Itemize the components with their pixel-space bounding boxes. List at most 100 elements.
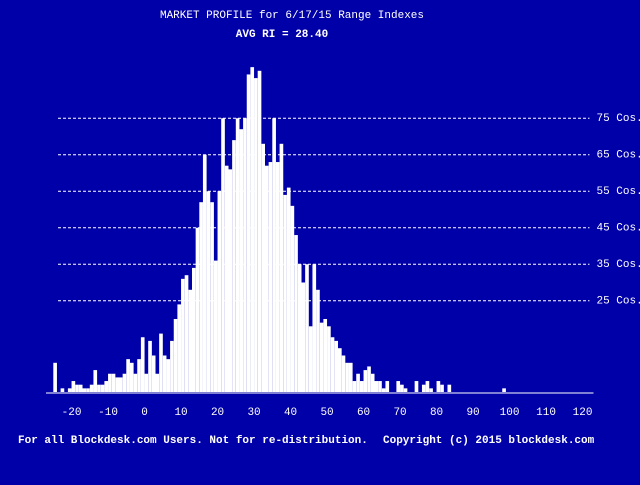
x-tick-label: 20 xyxy=(211,407,224,419)
bar xyxy=(75,384,79,392)
bar xyxy=(414,381,419,392)
bar xyxy=(370,373,375,392)
bar xyxy=(400,384,404,392)
bar xyxy=(97,384,101,392)
bar xyxy=(235,118,240,392)
bar xyxy=(305,264,309,392)
bar xyxy=(447,384,452,392)
bar xyxy=(367,366,371,392)
x-tick-label: 90 xyxy=(466,407,479,419)
bar xyxy=(151,355,156,392)
bar xyxy=(93,370,98,392)
x-tick-label: 60 xyxy=(357,407,370,419)
bar xyxy=(403,388,408,392)
bar xyxy=(297,264,302,392)
bar xyxy=(421,384,426,392)
bar xyxy=(345,362,349,392)
y-tick-label: 55 Cos. xyxy=(597,186,640,198)
bar xyxy=(374,381,379,392)
bar xyxy=(126,359,130,392)
bar xyxy=(82,388,87,392)
y-tick-label: 75 Cos. xyxy=(597,113,640,125)
bar xyxy=(78,384,83,392)
bar xyxy=(363,370,368,392)
bar xyxy=(239,129,244,392)
bar xyxy=(210,202,214,392)
bar xyxy=(436,381,441,392)
bar xyxy=(316,289,320,392)
bar xyxy=(115,377,119,392)
bar xyxy=(381,388,386,392)
x-tick-label: 80 xyxy=(430,407,443,419)
bar xyxy=(144,373,149,392)
bar xyxy=(71,381,76,392)
bar xyxy=(192,267,196,392)
bar xyxy=(268,162,273,392)
bar xyxy=(221,118,225,392)
bar xyxy=(53,362,57,392)
footer-copyright: Copyright (c) 2015 blockdesk.com xyxy=(383,435,595,447)
bar xyxy=(502,388,506,392)
bar xyxy=(265,165,269,392)
bar xyxy=(290,205,295,392)
footer-note: For all Blockdesk.com Users. Not for re-… xyxy=(18,435,368,447)
bar xyxy=(396,381,401,392)
x-tick-label: -10 xyxy=(98,407,118,419)
bar xyxy=(206,191,211,392)
bar xyxy=(425,381,430,392)
bar xyxy=(330,337,335,392)
bar xyxy=(283,194,287,392)
bar xyxy=(184,275,189,392)
bar xyxy=(159,333,163,392)
bar xyxy=(250,67,255,393)
bar xyxy=(359,381,364,392)
bar xyxy=(199,202,203,392)
bar xyxy=(89,384,94,392)
bar xyxy=(104,381,109,392)
bar xyxy=(385,381,390,392)
bar xyxy=(429,388,433,392)
chart-subtitle: AVG RI = 28.40 xyxy=(236,29,328,41)
bar xyxy=(137,359,141,392)
bar xyxy=(294,235,298,392)
x-tick-label: 10 xyxy=(174,407,187,419)
bar xyxy=(133,373,138,392)
bar xyxy=(275,162,280,392)
bar xyxy=(108,373,112,392)
bar xyxy=(188,289,192,392)
bar xyxy=(348,362,353,392)
bar xyxy=(323,319,328,392)
bar xyxy=(155,373,160,392)
x-tick-label: 110 xyxy=(536,407,556,419)
bar xyxy=(170,340,174,392)
bar xyxy=(67,388,72,392)
bar xyxy=(279,143,284,392)
x-tick-label: 120 xyxy=(573,407,593,419)
bar xyxy=(202,154,207,392)
bar xyxy=(224,165,229,392)
bar xyxy=(195,227,200,392)
bar xyxy=(166,359,171,392)
bar xyxy=(356,373,360,392)
x-tick-label: -20 xyxy=(62,407,82,419)
bar xyxy=(440,384,444,392)
x-tick-label: 100 xyxy=(500,407,520,419)
bar xyxy=(111,373,116,392)
x-tick-label: 30 xyxy=(247,407,260,419)
bar xyxy=(140,337,145,392)
bar xyxy=(338,348,342,392)
bar xyxy=(243,118,247,392)
bar xyxy=(60,388,65,392)
chart-title: MARKET PROFILE for 6/17/15 Range Indexes xyxy=(160,10,424,22)
bar xyxy=(254,78,258,392)
x-tick-label: 0 xyxy=(141,407,148,419)
bar xyxy=(173,319,178,392)
bar xyxy=(327,326,331,392)
bar xyxy=(162,355,167,392)
bar xyxy=(341,355,346,392)
bar xyxy=(181,278,185,392)
bar xyxy=(301,282,306,392)
bar xyxy=(122,373,127,392)
bar xyxy=(148,340,152,392)
